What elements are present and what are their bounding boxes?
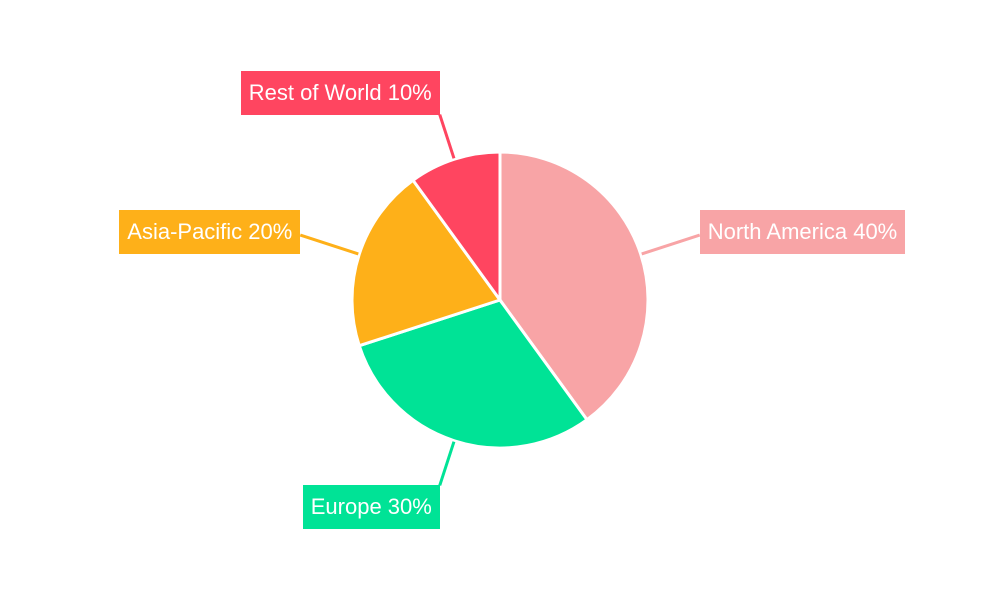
slice-label: Rest of World 10% — [240, 70, 440, 115]
slice-label: Asia-Pacific 20% — [119, 210, 301, 255]
pie-slice-rest-of-world[interactable] — [410, 150, 502, 305]
pie-slice-europe[interactable] — [357, 298, 590, 450]
pie-slice-north-america[interactable] — [498, 150, 650, 422]
slice-label: North America 40% — [699, 210, 906, 255]
leader-line — [299, 233, 359, 256]
pie-slice-asia-pacific[interactable] — [350, 178, 503, 348]
slice-label: Europe 30% — [302, 485, 440, 530]
leader-line — [641, 233, 701, 256]
leader-line — [438, 441, 456, 486]
leader-line — [438, 114, 456, 159]
